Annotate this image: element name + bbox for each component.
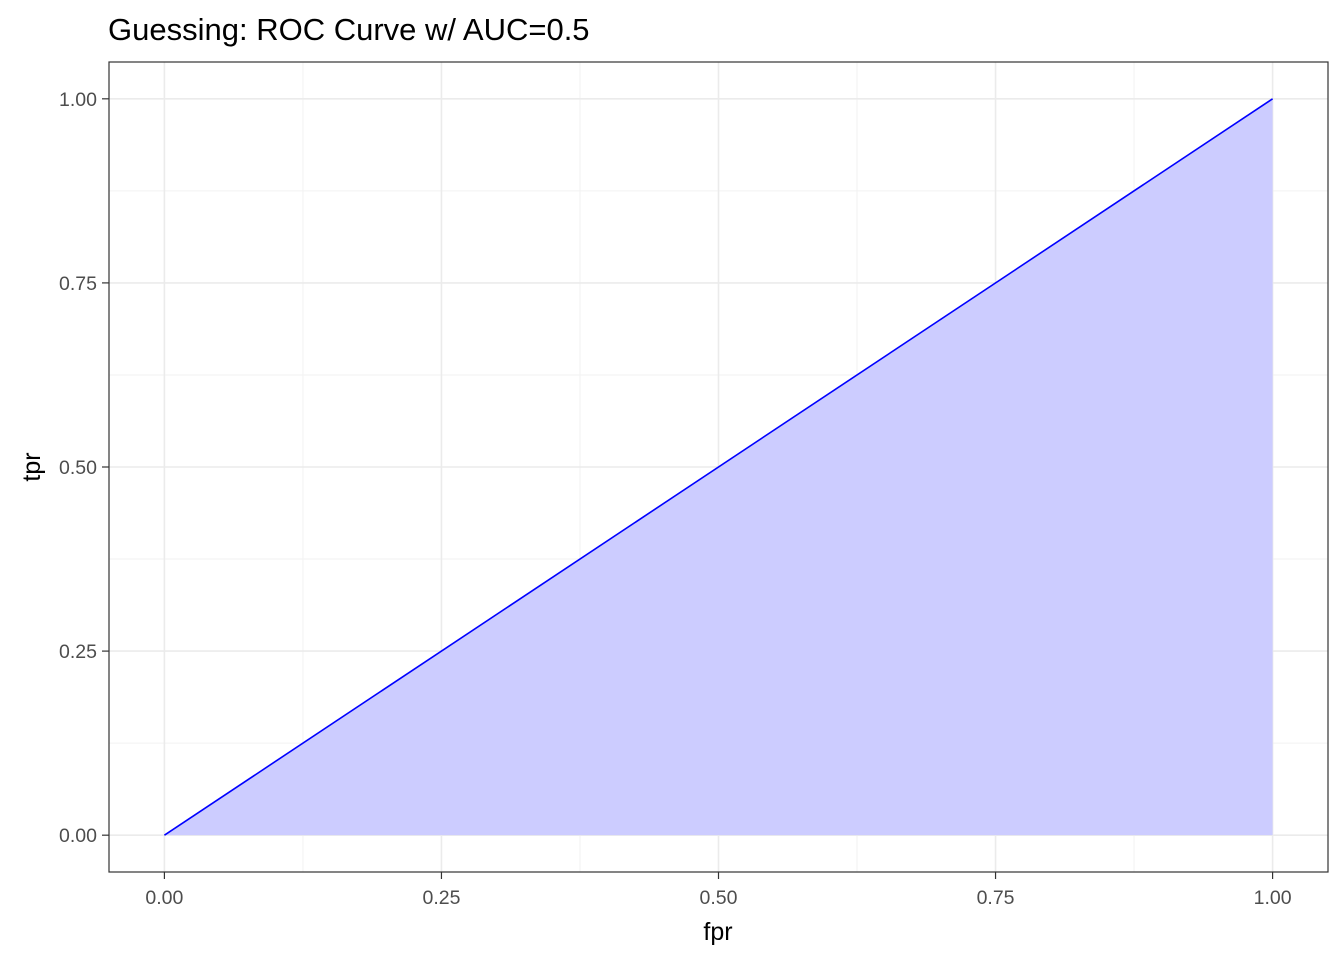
x-tick-label: 0.75 [977,887,1015,909]
x-tick-label: 0.25 [422,887,460,909]
x-axis-title: fpr [703,918,732,946]
series-layer [163,98,1274,836]
chart-title: Guessing: ROC Curve w/ AUC=0.5 [108,12,590,47]
y-axis-title: tpr [18,452,46,481]
x-tick-label: 1.00 [1254,887,1292,909]
y-tick-label: 0.00 [59,825,97,847]
y-tick-label: 1.00 [59,89,97,111]
y-axis: 0.00 0.25 0.50 0.75 1.00 [59,89,109,847]
roc-line [163,98,1274,836]
y-tick-label: 0.50 [59,457,97,479]
y-tick-label: 0.25 [59,641,97,663]
x-tick-label: 0.00 [145,887,183,909]
x-axis: 0.00 0.25 0.50 0.75 1.00 [145,872,1292,909]
x-tick-label: 0.50 [700,887,738,909]
y-tick-label: 0.75 [59,273,97,295]
